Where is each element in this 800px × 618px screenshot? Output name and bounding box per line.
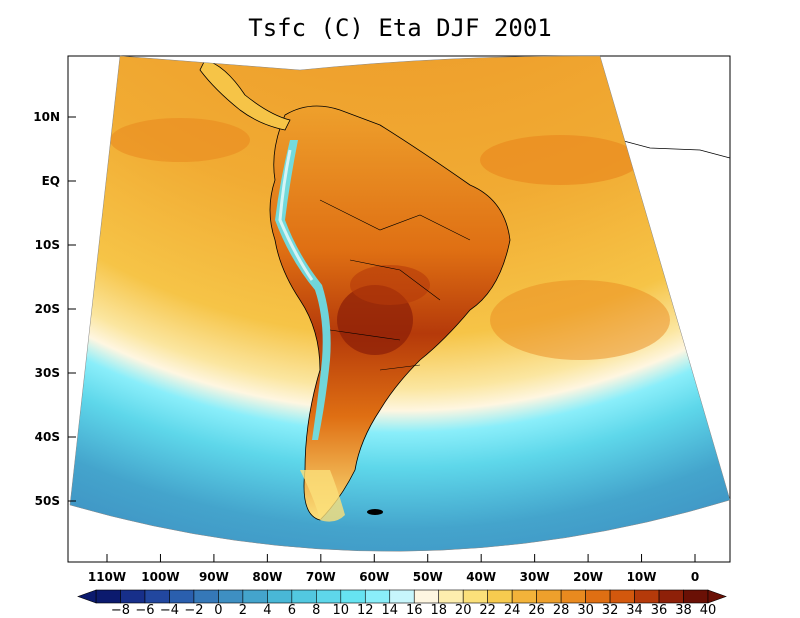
lon-tick-label: 0 [691,570,699,584]
lat-tick-label: 20S [35,302,60,316]
falklands [367,509,383,515]
colorbar-label: −6 [135,603,154,618]
colorbar-label: 36 [651,603,668,618]
colorbar-low-arrow [77,589,97,604]
colorbar-label: −4 [160,603,179,618]
colorbar-label: 40 [700,603,717,618]
andes-cold-strip [275,140,331,440]
colorbar-high-arrow [707,589,727,604]
lon-tick-label: 10W [627,570,657,584]
colorbar-label: 8 [312,603,320,618]
colorbar-swatch [218,589,244,604]
colorbar-label: 12 [357,603,374,618]
colorbar-swatch [193,589,219,604]
colorbar-swatch [413,589,440,604]
colorbar-label: 38 [675,603,692,618]
colorbar-swatch [95,589,121,604]
colorbar-label: 26 [528,603,545,618]
colorbar-label: 28 [553,603,570,618]
colorbar-swatch [536,589,562,604]
lon-tick-label: 40W [466,570,496,584]
chart-title: Tsfc (C) Eta DJF 2001 [248,14,552,42]
colorbar-label: 32 [602,603,619,618]
colorbar-swatch [340,589,366,604]
colorbar-swatch [438,589,464,604]
lat-tick-label: EQ [42,174,60,188]
longitude-axis: 110W 100W 90W 80W 70W 60W 50W 40W 30W 20W 10W 0 [88,554,699,584]
colorbar-label: 6 [288,603,296,618]
lon-tick-label: 90W [199,570,229,584]
colorbar-swatch [511,589,537,604]
colorbar-label: 4 [263,603,271,618]
colorbar-label: 24 [504,603,521,618]
lon-tick-label: 50W [413,570,443,584]
colorbar-swatch [120,589,146,604]
colorbar-swatch [144,589,170,604]
colorbar-swatch [291,589,317,604]
colorbar-label: 14 [381,603,398,618]
latitude-axis: 10N EQ 10S 20S 30S 40S 50S [33,110,76,508]
colorbar-label: 18 [430,603,447,618]
colorbar: −8 −6 −4 −2 0 2 4 6 8 10 12 14 16 18 20 22 24 26 28 30 32 34 3… [77,589,727,618]
lon-tick-label: 110W [88,570,126,584]
country-borders [319,199,471,371]
colorbar-label: 2 [239,603,247,618]
colorbar-swatch [267,589,293,604]
colorbar-swatch [316,589,342,604]
colorbar-label: −2 [184,603,203,618]
central-america-land [199,59,291,131]
colorbar-label: −8 [111,603,130,618]
lon-tick-label: 60W [359,570,389,584]
colorbar-swatch [487,589,513,604]
colorbar-swatch [585,589,611,604]
temperature-field [70,55,730,552]
colorbar-label: 0 [214,603,222,618]
lat-tick-label: 40S [35,430,60,444]
colorbar-swatch [169,589,195,604]
colorbar-swatch [683,589,709,604]
colorbar-swatch [634,589,660,604]
colorbar-swatch [364,589,391,604]
lat-tick-label: 50S [35,494,60,508]
colorbar-swatch [242,589,268,604]
lon-tick-label: 30W [520,570,550,584]
colorbar-swatch [462,589,488,604]
lon-tick-label: 80W [252,570,282,584]
colorbar-label: 16 [406,603,423,618]
colorbar-swatch [658,589,684,604]
lon-tick-label: 70W [306,570,336,584]
lat-tick-label: 30S [35,366,60,380]
colorbar-swatch [560,589,586,604]
colorbar-swatch [389,589,415,604]
lon-tick-label: 100W [141,570,179,584]
colorbar-swatch [609,589,635,604]
colorbar-label: 30 [577,603,594,618]
colorbar-label: 10 [333,603,350,618]
lat-tick-label: 10N [33,110,60,124]
colorbar-label: 20 [455,603,472,618]
colorbar-label: 22 [479,603,496,618]
colorbar-label: 34 [626,603,643,618]
lat-tick-label: 10S [35,238,60,252]
lon-tick-label: 20W [573,570,603,584]
